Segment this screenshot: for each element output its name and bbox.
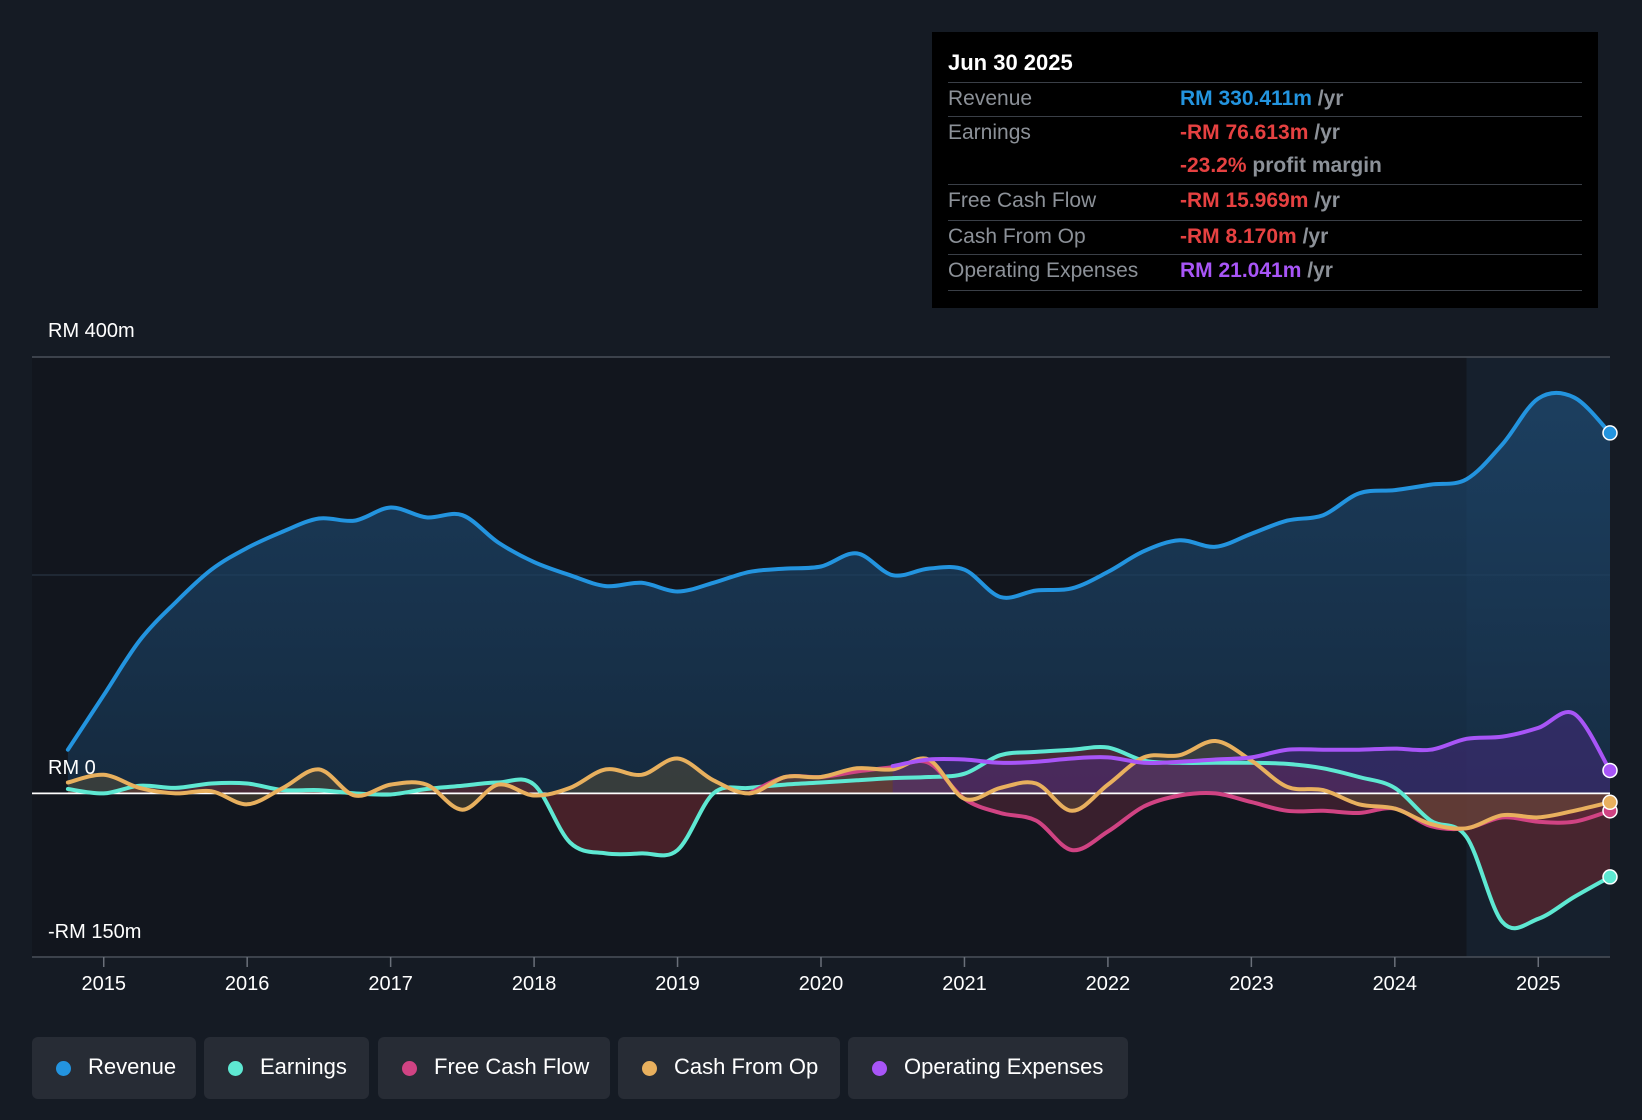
earnings-dot-icon [228,1061,243,1076]
y-label-top: RM 400m [48,320,135,342]
legend-label: Cash From Op [674,1054,819,1079]
tooltip-label: Operating Expenses [948,259,1139,282]
unit-text: /yr [1307,259,1333,282]
financial-chart: 2015 2016 2017 2018 2019 2020 2021 2022 2023 2024… [32,356,1618,995]
unit-text: /yr [1314,121,1340,144]
tooltip-value: -RM 8.170m /yr [1180,225,1328,249]
tooltip-value: -23.2% profit margin [1180,154,1382,178]
x-tick-label: 2016 [225,973,270,995]
tooltip-date: Jun 30 2025 [948,50,1073,75]
revenue-dot-icon [56,1061,71,1076]
value-text: RM 330.411m [1180,87,1312,110]
operating-expenses-endpoint[interactable] [1602,762,1618,779]
tooltip-row-earnings: Earnings -RM 76.613m /yr [948,116,1582,151]
cash-from-op-dot-icon [642,1061,657,1076]
tooltip-row-margin: -23.2% profit margin [948,150,1582,184]
y-label-zero: RM 0 [48,757,96,779]
earnings-line [65,744,1610,931]
legend-item-operating-expenses[interactable]: Operating Expenses [848,1037,1128,1099]
tooltip-row-cfo: Cash From Op -RM 8.170m /yr [948,220,1582,255]
earnings-endpoint[interactable] [1602,869,1618,885]
x-tick-label: 2025 [1516,973,1561,995]
operating-expenses-area [892,712,1610,794]
legend-item-earnings[interactable]: Earnings [204,1037,369,1099]
value-text: -RM 8.170m [1180,225,1297,248]
legend-label: Revenue [88,1054,177,1079]
x-tick-label: 2017 [368,973,413,995]
unit-text: /yr [1314,189,1340,212]
free-cash-flow-area [749,761,1610,851]
tooltip-label: Free Cash Flow [948,189,1097,212]
value-text: RM 21.041m [1180,259,1302,282]
revenue-area [67,392,1610,794]
x-tick-label: 2019 [655,973,700,995]
value-text: -RM 15.969m [1180,189,1309,212]
x-tick-label: 2023 [1229,973,1274,995]
x-tick-label: 2022 [1086,973,1131,995]
legend-item-revenue[interactable]: Revenue [32,1037,196,1099]
tooltip-label: Earnings [948,121,1031,144]
x-tick-label: 2015 [81,973,126,995]
x-tick-label: 2024 [1373,973,1418,995]
x-tick-label: 2021 [942,973,987,995]
operating-expenses-dot-icon [872,1061,887,1076]
tooltip-divider [948,290,1582,291]
unit-text: /yr [1302,225,1329,248]
legend-label: Free Cash Flow [434,1054,590,1079]
legend-label: Operating Expenses [904,1054,1104,1079]
cash-from-op-endpoint[interactable] [1602,794,1618,811]
y-label-bottom: -RM 150m [48,921,142,943]
tooltip-label: Cash From Op [948,225,1086,248]
tooltip-row-fcf: Free Cash Flow -RM 15.969m /yr [948,184,1582,219]
free-cash-flow-dot-icon [402,1061,417,1076]
legend-item-free-cash-flow[interactable]: Free Cash Flow [378,1037,610,1099]
cash-from-op-line [65,739,1610,831]
tooltip-row-revenue: Revenue RM 330.411m /yr [948,82,1582,117]
unit-text: profit margin [1252,154,1382,177]
tooltip-value: RM 21.041m /yr [1180,259,1333,283]
x-tick-label: 2018 [512,973,557,995]
tooltip-value: -RM 15.969m /yr [1180,189,1340,213]
tooltip-value: RM 330.411m /yr [1180,87,1343,111]
revenue-line [65,390,1610,752]
value-text: -RM 76.613m [1180,121,1309,144]
revenue-endpoint[interactable] [1602,425,1618,441]
operating-expenses-line [890,710,1610,773]
tooltip-row-opex: Operating Expenses RM 21.041m /yr [948,254,1582,289]
tooltip-label: Revenue [948,87,1033,110]
legend-label: Earnings [260,1054,347,1079]
x-tick-label: 2020 [799,973,844,995]
tooltip-value: -RM 76.613m /yr [1180,121,1340,145]
tooltip: Jun 30 2025 Revenue RM 330.411m /yr Earn… [932,32,1598,308]
legend-item-cash-from-op[interactable]: Cash From Op [618,1037,840,1099]
value-text: -23.2% [1180,154,1247,177]
unit-text: /yr [1317,87,1344,110]
